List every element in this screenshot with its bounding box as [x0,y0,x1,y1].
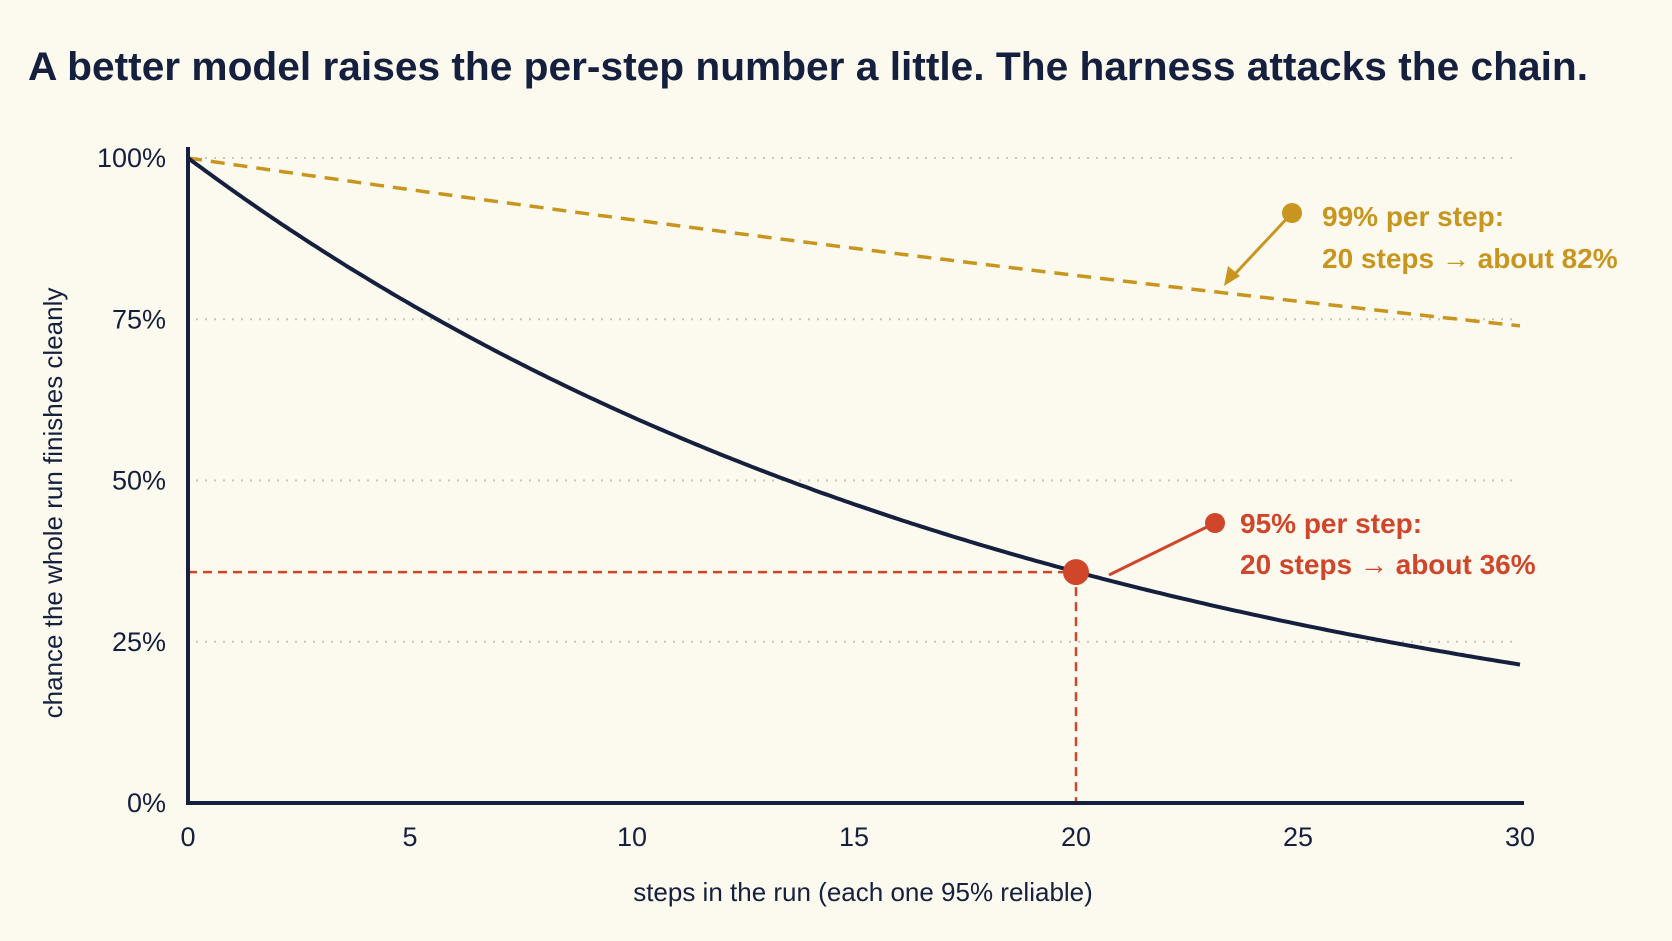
tick-labels: 0% 25% 50% 75% 100% 0 5 10 15 20 25 30 [97,143,1535,852]
y-tick-label: 100% [97,143,166,173]
reference-lines [188,570,1078,803]
annotation-99-line1: 99% per step: [1322,201,1504,232]
series-lines [186,156,1521,667]
annotations: 99% per step: 20 steps → about 82% 95% p… [1108,201,1618,580]
x-tick-label: 5 [402,822,417,852]
x-tick-label: 25 [1283,822,1313,852]
annotation-99-line2: 20 steps → about 82% [1322,243,1618,274]
x-tick-label: 15 [839,822,869,852]
x-tick-label: 30 [1505,822,1535,852]
x-tick-label: 20 [1061,822,1091,852]
annotation-95-line1: 95% per step: [1240,508,1422,539]
series-line-99 [187,156,1521,328]
annotation-95-line2: 20 steps → about 36% [1240,549,1536,580]
annotation-99-dot [1282,203,1302,223]
y-tick-label: 0% [127,788,166,818]
x-tick-label: 10 [617,822,647,852]
annotation-99-arrow-line [1232,211,1294,277]
annotation-99-arrow-head [1224,266,1240,286]
highlight-markers [1063,559,1089,586]
x-tick-label: 0 [180,822,195,852]
x-axis-label: steps in the run (each one 95% reliable) [633,877,1093,907]
highlight-point [1063,559,1089,586]
y-tick-label: 25% [112,627,166,657]
y-tick-label: 75% [112,304,166,334]
y-tick-label: 50% [112,466,166,496]
annotation-95-dot [1205,513,1225,533]
chart-title: A better model raises the per-step numbe… [28,45,1588,89]
grid-lines [196,157,1515,643]
annotation-95-connector [1108,521,1216,577]
y-axis-label: chance the whole run finishes cleanly [38,288,68,719]
series-line-95 [186,156,1521,667]
